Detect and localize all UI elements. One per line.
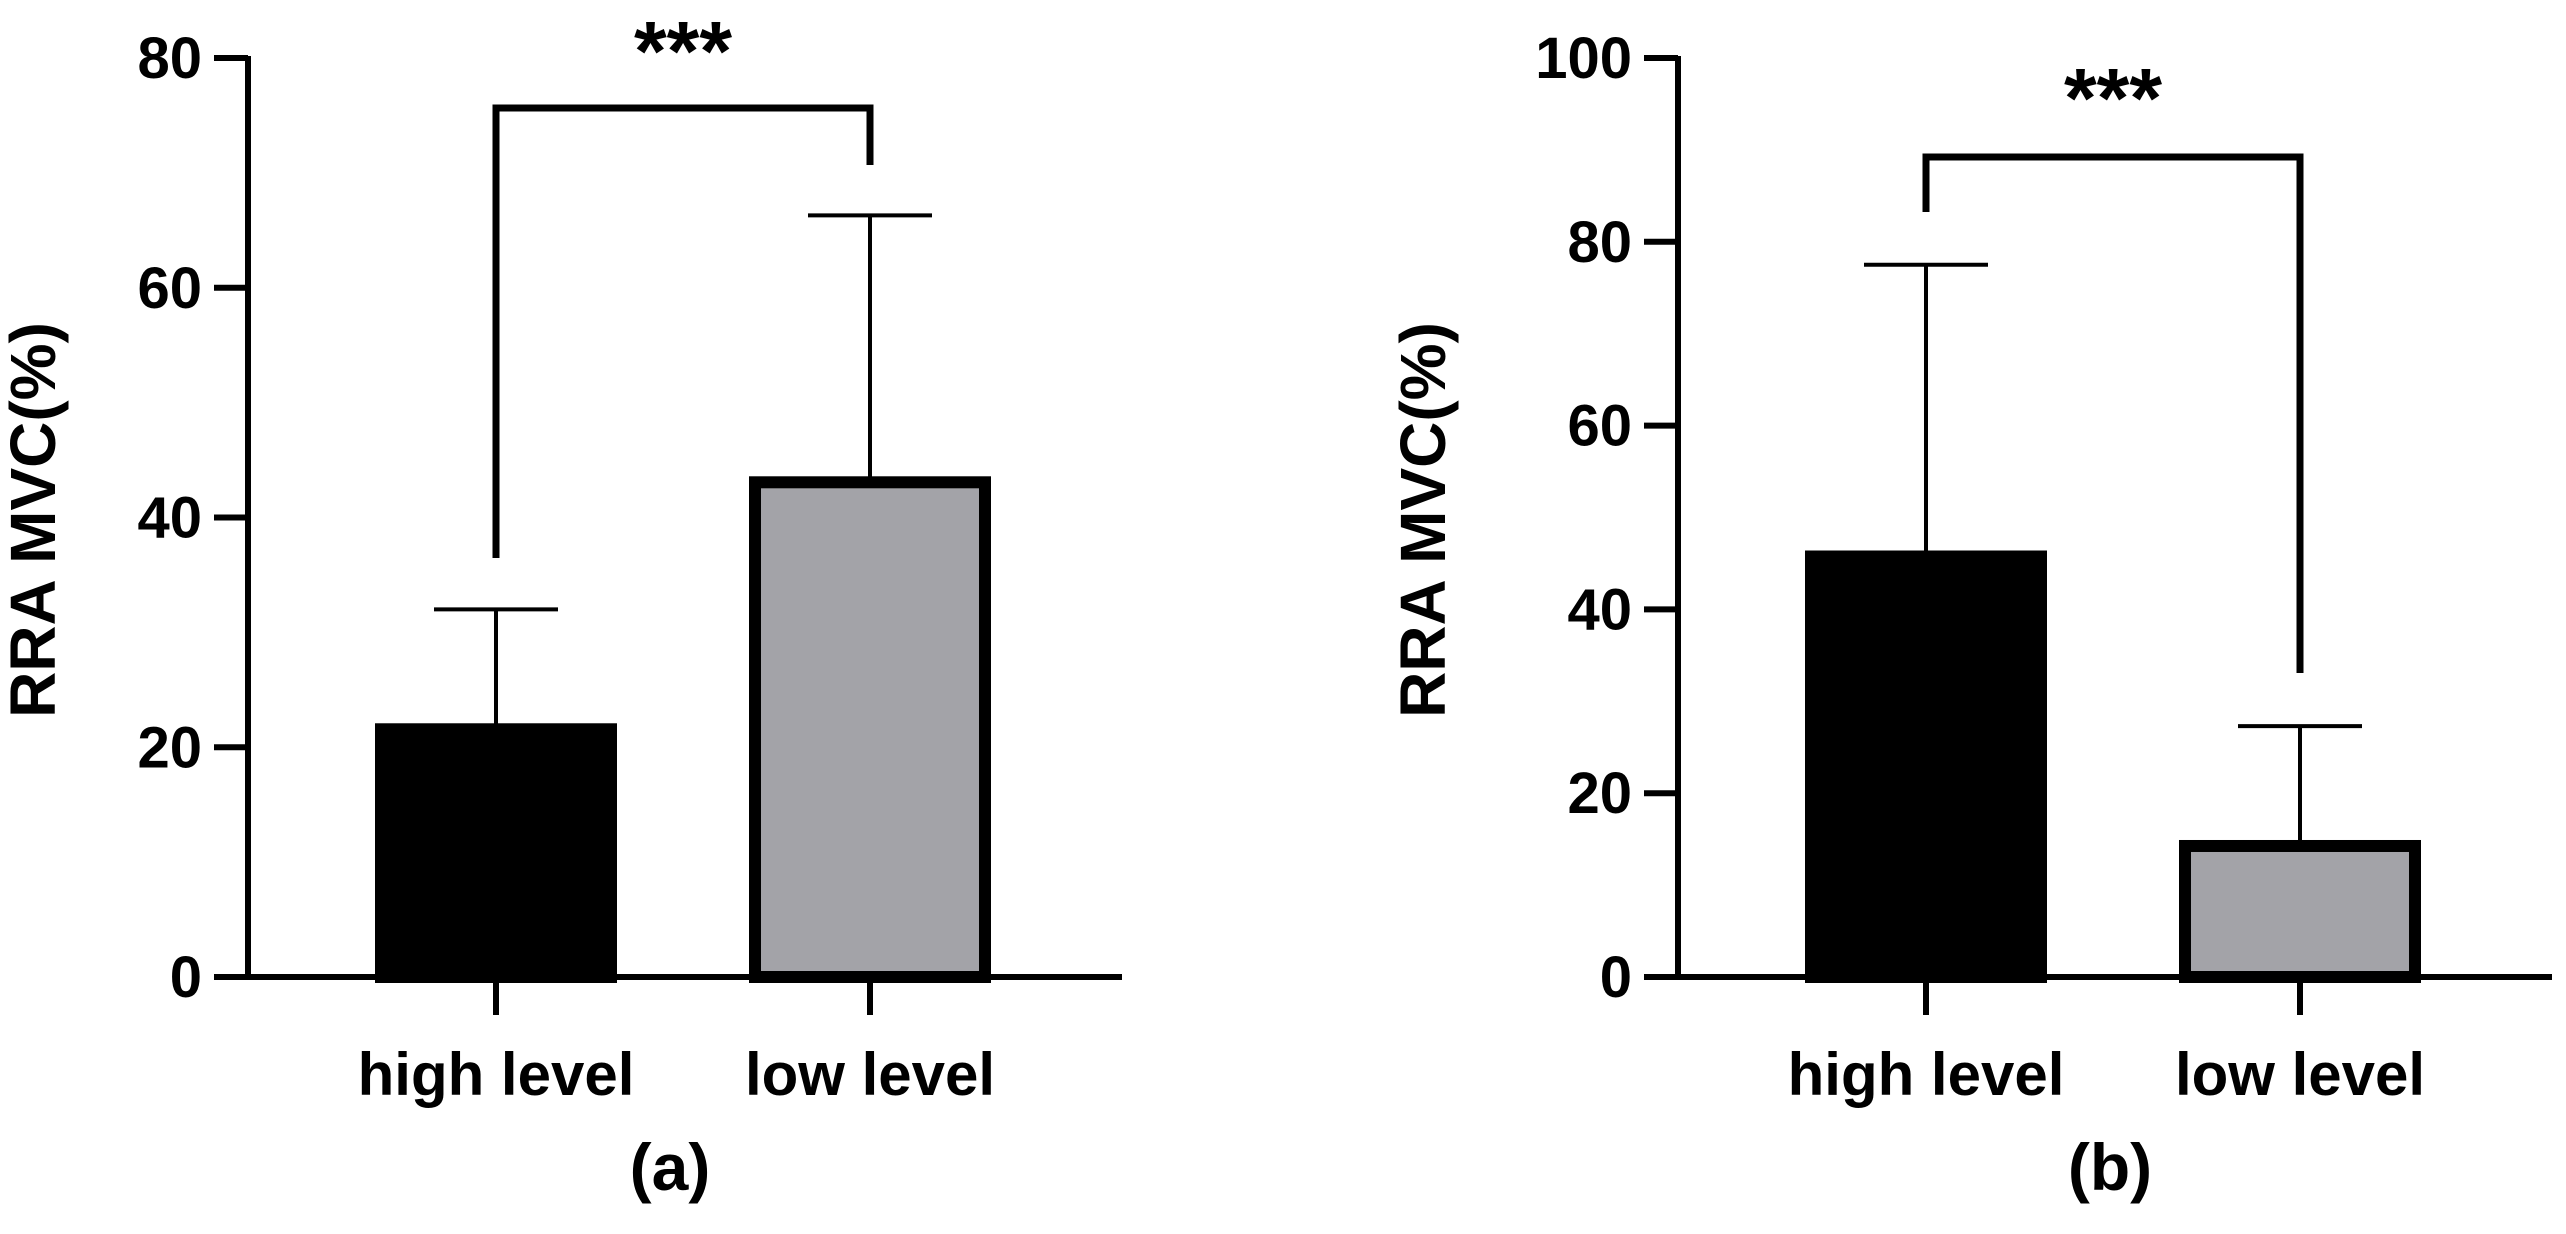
y-tick-label: 20 xyxy=(1567,761,1632,826)
y-tick-label: 60 xyxy=(1567,394,1632,459)
panel-b: 0 20 40 60 80 100 high level low level RRA MVC(%… xyxy=(1387,26,2552,1204)
significance-bracket xyxy=(492,104,874,558)
y-tick-label: 0 xyxy=(1600,945,1632,1010)
y-tick-label: 20 xyxy=(137,715,202,780)
x-tick-label: high level xyxy=(358,1041,635,1108)
significance-bracket xyxy=(1922,153,2304,673)
y-tick-label: 40 xyxy=(137,486,202,551)
significance-stars: *** xyxy=(2064,51,2162,145)
bar-high-level xyxy=(375,723,617,984)
significance-stars: *** xyxy=(634,4,732,98)
bar-high-level xyxy=(1805,550,2047,983)
y-axis-label: RRA MVC(%) xyxy=(1387,322,1459,718)
x-tick-label: low level xyxy=(2175,1041,2425,1108)
y-tick-label: 100 xyxy=(1535,26,1632,91)
bar-low-level xyxy=(2179,839,2421,983)
bar-low-level xyxy=(749,476,991,983)
y-tick-label: 40 xyxy=(1567,577,1632,642)
y-tick-label: 0 xyxy=(170,945,202,1010)
x-tick-label: low level xyxy=(745,1041,995,1108)
y-tick-label: 80 xyxy=(1567,210,1632,275)
panel-a: 0 20 40 60 80 high level low level RRA MVC(%) **… xyxy=(0,4,1122,1204)
panel-label: (b) xyxy=(2068,1130,2152,1204)
y-tick-label: 60 xyxy=(137,256,202,321)
y-axis-label: RRA MVC(%) xyxy=(0,322,69,718)
panel-label: (a) xyxy=(630,1130,711,1204)
y-tick-label: 80 xyxy=(137,26,202,91)
x-tick-label: high level xyxy=(1788,1041,2065,1108)
